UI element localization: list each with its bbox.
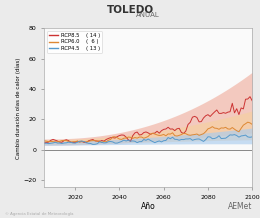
Title: ANUAL: ANUAL (136, 12, 160, 18)
Text: TOLEDO: TOLEDO (106, 5, 154, 15)
Legend: RCP8.5    ( 14 ), RCP6.0    (  6 ), RCP4.5    ( 13 ): RCP8.5 ( 14 ), RCP6.0 ( 6 ), RCP4.5 ( 13… (47, 31, 102, 53)
Text: © Agencia Estatal de Meteorología: © Agencia Estatal de Meteorología (5, 212, 74, 216)
X-axis label: Año: Año (141, 201, 155, 211)
Text: AEMet: AEMet (228, 203, 252, 211)
Y-axis label: Cambio duración olas de calor (días): Cambio duración olas de calor (días) (15, 57, 21, 159)
